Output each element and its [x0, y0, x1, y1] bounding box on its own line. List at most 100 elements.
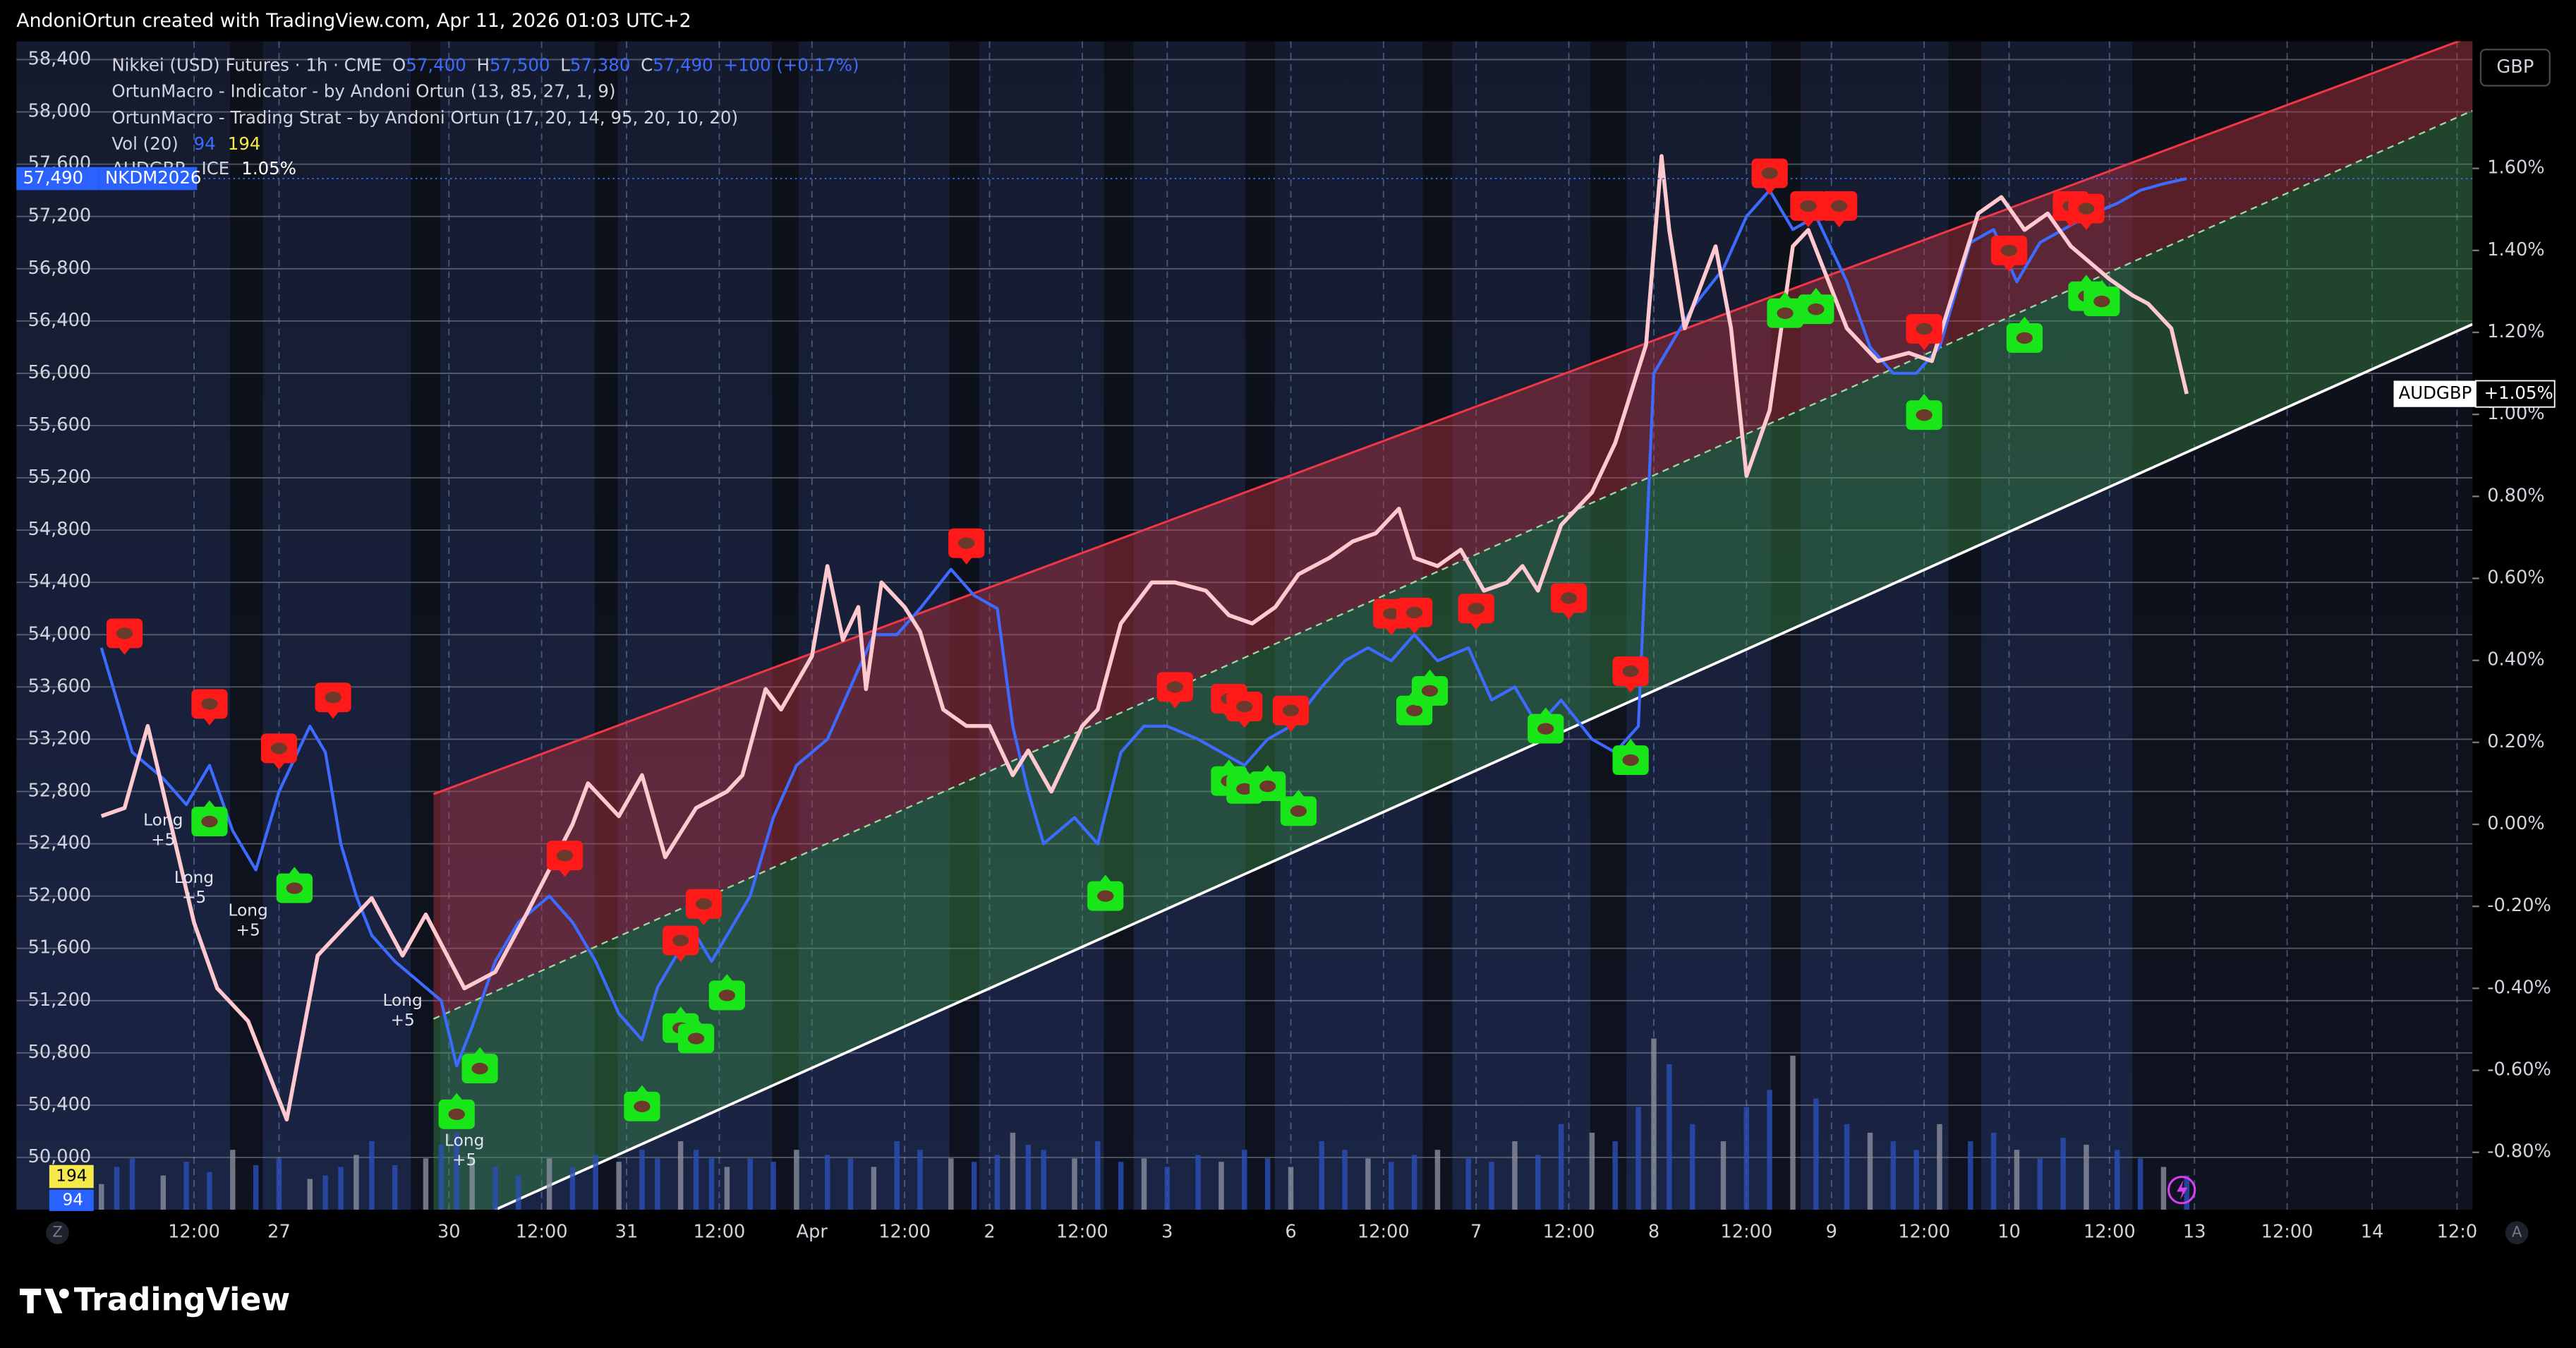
volume-last-box: [49, 1189, 94, 1211]
session-shade: [949, 41, 979, 1210]
signal-icon: [1537, 723, 1554, 735]
volume-bar: [129, 1158, 135, 1210]
signal-icon: [695, 898, 713, 910]
signal-icon: [1761, 167, 1778, 179]
volume-bar: [1072, 1158, 1077, 1210]
alert-icon[interactable]: [2167, 1175, 2196, 1205]
x-tick-label: 8: [1648, 1222, 1659, 1243]
bull-signal: [708, 974, 745, 1011]
signal-icon: [718, 989, 736, 1001]
bear-signal: [1751, 158, 1788, 195]
volume-bar: [1558, 1124, 1564, 1210]
ohlc: L: [560, 54, 570, 75]
bull-signal: [2006, 316, 2043, 353]
volume-bar: [2014, 1150, 2020, 1210]
x-tick-label: 12:00: [1056, 1222, 1108, 1243]
signal-icon: [1290, 805, 1307, 817]
signal-pointer: [1562, 611, 1576, 620]
volume-bar: [1164, 1167, 1171, 1210]
zoom-label[interactable]: Z: [52, 1224, 62, 1241]
session-shade: [772, 41, 799, 1210]
volume-bar: [1612, 1141, 1618, 1210]
volume: [98, 1038, 2190, 1210]
signal-pointer: [674, 1006, 688, 1016]
volume-ma: 194: [228, 133, 261, 154]
price-tag-box: [16, 167, 99, 191]
volume-bar: [1890, 1141, 1897, 1210]
signal-icon: [471, 1062, 488, 1075]
volume-bar: [546, 1158, 552, 1210]
bull-signal: [1250, 764, 1286, 802]
x-tick-label: 27: [267, 1222, 291, 1243]
x-tick-label: Apr: [797, 1222, 828, 1243]
annotation-qty: +5: [236, 920, 260, 939]
bear-signal: [1156, 672, 1193, 709]
currency-button[interactable]: [2479, 49, 2551, 87]
bull-signal: [1767, 291, 1803, 328]
signal-icon: [1622, 665, 1639, 678]
volume-last: 94: [194, 133, 216, 154]
zoom-button[interactable]: [46, 1221, 69, 1244]
signal-pointer: [1539, 707, 1553, 716]
ohlc-change: +100 (+0.17%): [724, 54, 859, 75]
signal-pointer: [1284, 723, 1298, 732]
y2-tick-label: 1.60%: [2487, 157, 2544, 179]
signal-pointer: [272, 762, 286, 770]
signal-icon: [1777, 307, 1794, 319]
volume-bar: [1025, 1144, 1032, 1210]
signal-pointer: [1762, 186, 1777, 195]
signal-icon: [1166, 681, 1183, 693]
signal-pointer: [960, 556, 974, 565]
ohlc: 57,500: [490, 54, 550, 75]
signal-icon: [286, 882, 303, 894]
volume-bar: [253, 1165, 259, 1210]
bear-signal: [1458, 594, 1494, 630]
auto-label[interactable]: A: [2512, 1224, 2522, 1241]
x-tick-label: 12:00: [1357, 1222, 1410, 1243]
volume-bar: [747, 1158, 753, 1210]
x-tick-label: 14: [2361, 1222, 2384, 1243]
volume-bar: [1535, 1155, 1541, 1210]
ohlc: 57,400: [406, 54, 466, 75]
y-tick-label: 50,800: [28, 1042, 92, 1063]
legend-symbol: Nikkei (USD) Futures · 1h · CME O57,400 …: [111, 54, 859, 75]
y-tick-label: 54,400: [28, 571, 92, 592]
bull-signal: [1798, 287, 1834, 325]
volume-ma-tag: 194: [56, 1167, 87, 1186]
signal-pointer: [118, 646, 131, 655]
session-shade: [1245, 41, 1275, 1210]
ohlc: C: [641, 54, 653, 75]
volume-bar: [207, 1172, 212, 1210]
session-shade: [411, 41, 441, 1210]
signal-pointer: [1099, 874, 1113, 884]
volume-bar: [708, 1158, 715, 1210]
x-tick-label: 30: [437, 1222, 461, 1243]
bear-signal: [315, 682, 351, 719]
volume-bar: [2060, 1138, 2066, 1210]
volume-bar: [98, 1184, 104, 1210]
currency[interactable]: GBP: [2496, 56, 2534, 78]
bear-signal: [1396, 597, 1433, 634]
auto-button[interactable]: [2505, 1221, 2529, 1244]
x-tick-label: 9: [1826, 1222, 1837, 1243]
volume-bar: [693, 1150, 699, 1210]
y-tick-label: 56,000: [28, 362, 92, 383]
y-tick-label: 57,200: [28, 205, 92, 227]
volume-bar: [1512, 1141, 1518, 1210]
volume-bar: [160, 1175, 166, 1210]
compare-tag-name: AUDGBP: [2399, 383, 2472, 403]
volume-bar: [392, 1165, 398, 1210]
y-tick-label: 52,400: [28, 833, 92, 854]
volume-bar: [1365, 1158, 1371, 1210]
signal-pointer: [1469, 621, 1483, 630]
volume-bar: [994, 1155, 1000, 1210]
x-tick-label: 7: [1470, 1222, 1482, 1243]
y2-tick-label: -0.20%: [2487, 895, 2551, 916]
signal-icon: [2078, 203, 2095, 215]
volume-bar: [1489, 1162, 1494, 1210]
signal-pointer: [1809, 287, 1823, 296]
signal-pointer: [1261, 764, 1274, 774]
y-tick-label: 56,400: [28, 310, 92, 331]
volume-bar: [1720, 1141, 1727, 1210]
legend-strategy: OrtunMacro - Trading Strat - by Andoni O…: [111, 107, 738, 128]
